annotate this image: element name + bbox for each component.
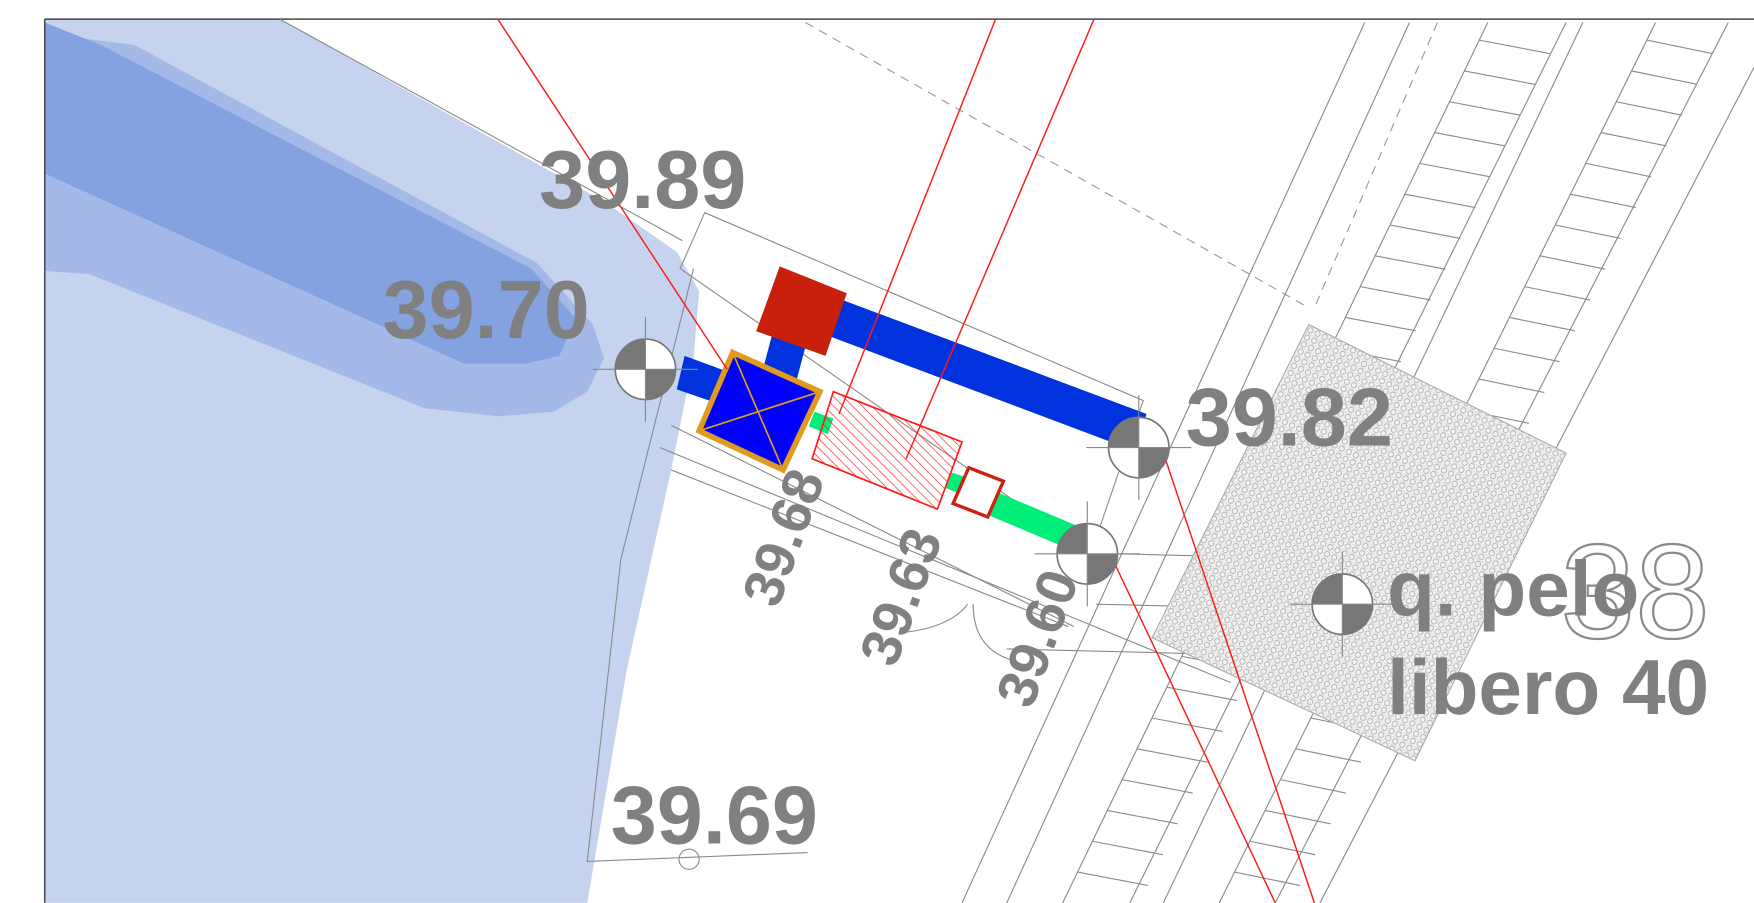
door-arcs	[906, 603, 1013, 661]
benchmark	[1289, 551, 1395, 657]
road-tick	[1264, 809, 1331, 825]
wall	[670, 469, 1069, 628]
road-tick	[1249, 840, 1316, 856]
road-tick	[1295, 748, 1362, 763]
benchmarks	[592, 316, 1395, 657]
benchmark	[1086, 395, 1192, 501]
road-tick	[1616, 101, 1682, 116]
benchmark	[592, 316, 699, 422]
road-tick	[1122, 779, 1193, 794]
road-tick	[1166, 686, 1238, 702]
red-lines	[497, 18, 1316, 903]
road-tick	[1077, 871, 1149, 887]
road-tick	[1570, 193, 1637, 209]
road-tick	[1375, 255, 1446, 270]
road-tick	[1600, 132, 1667, 147]
road-tick	[1345, 316, 1416, 332]
road-tick	[1585, 162, 1652, 178]
dashed-lines	[805, 22, 1438, 309]
red-block	[756, 266, 847, 356]
benchmark-quarter	[1087, 553, 1118, 585]
road-tick	[1509, 316, 1575, 332]
elevation-label: 39.89	[539, 133, 746, 226]
hatched-tank	[811, 390, 964, 511]
benchmark-quarter	[1057, 523, 1088, 554]
elevation-label: 39.70	[383, 263, 590, 356]
road-tick	[1449, 101, 1521, 116]
road-tick	[1479, 39, 1550, 55]
road-tick	[1524, 286, 1591, 301]
road-tick	[1419, 162, 1491, 178]
note-line: q. pelo	[1387, 544, 1639, 632]
road-tick	[1360, 286, 1431, 301]
road-tick	[1494, 347, 1560, 363]
elevation-label: 39.69	[611, 769, 818, 862]
road-tick	[1434, 132, 1506, 147]
marker	[678, 848, 700, 870]
note-line: libero 40	[1387, 643, 1709, 731]
road-tick	[1389, 224, 1461, 239]
road-tick	[1555, 224, 1621, 239]
benchmark-quarter	[645, 369, 676, 400]
tank-cross	[698, 390, 821, 432]
road-tick	[1631, 70, 1698, 85]
small-well	[950, 465, 1006, 520]
road-tick	[1404, 193, 1476, 209]
road-tick	[1478, 378, 1545, 394]
road-tick	[1539, 255, 1606, 270]
benchmark-quarter	[1342, 604, 1373, 635]
road-tick	[1092, 840, 1164, 856]
road-tick	[1234, 871, 1301, 887]
contour-label: 38	[1560, 517, 1709, 667]
road-tick	[1136, 748, 1208, 763]
road-tick	[1280, 779, 1346, 794]
elevation-label: 39.82	[1186, 370, 1393, 463]
road-tick	[1107, 809, 1178, 825]
gravel-area	[1151, 323, 1567, 762]
road-tick	[1151, 717, 1223, 732]
benchmark-quarter	[615, 339, 646, 370]
benchmark	[1034, 501, 1140, 607]
benchmark-quarter	[1312, 573, 1343, 605]
road-tick	[1646, 39, 1713, 55]
road-tick	[1464, 70, 1535, 85]
water-deep	[44, 22, 577, 364]
benchmark-quarter	[1108, 417, 1139, 448]
benchmark-quarter	[1138, 447, 1169, 478]
blue-pipe	[822, 296, 1147, 450]
plot-outline	[586, 268, 808, 863]
